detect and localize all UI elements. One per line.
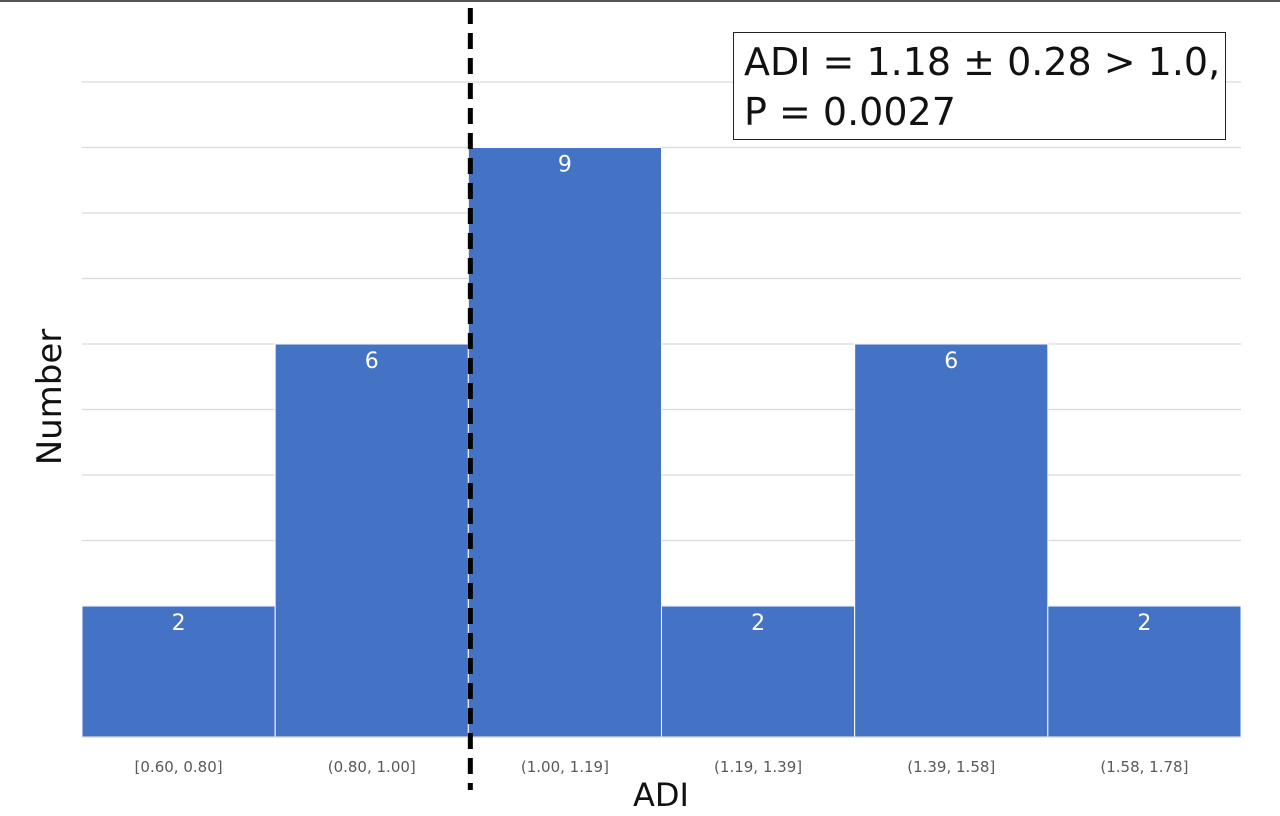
x-tick-label: (1.00, 1.19] (521, 758, 609, 776)
annotation-line-1: ADI = 1.18 ± 0.28 > 1.0, (744, 40, 1221, 84)
x-tick-label: (1.19, 1.39] (714, 758, 802, 776)
x-tick-label: (1.58, 1.78] (1100, 758, 1188, 776)
statistics-annotation: ADI = 1.18 ± 0.28 > 1.0, P = 0.0027 (733, 32, 1226, 140)
bar (661, 605, 856, 738)
bar-value-label: 2 (1137, 611, 1151, 636)
bar-value-label: 2 (751, 611, 765, 636)
bar (467, 147, 663, 738)
x-tick-label: (0.80, 1.00] (328, 758, 416, 776)
bar (81, 605, 276, 738)
top-border-line (0, 0, 1280, 2)
x-tick-label: (1.39, 1.58] (907, 758, 995, 776)
bar (854, 343, 1049, 738)
bar-value-label: 9 (558, 153, 572, 178)
x-tick-label: [0.60, 0.80] (135, 758, 223, 776)
y-axis-label: Number (30, 328, 70, 466)
annotation-line-2: P = 0.0027 (744, 90, 956, 134)
bar-value-label: 6 (944, 349, 958, 374)
bar (1047, 605, 1242, 738)
bar-value-label: 2 (172, 611, 186, 636)
bar-value-label: 6 (365, 349, 379, 374)
x-axis-label: ADI (633, 776, 689, 814)
bar (274, 343, 469, 738)
